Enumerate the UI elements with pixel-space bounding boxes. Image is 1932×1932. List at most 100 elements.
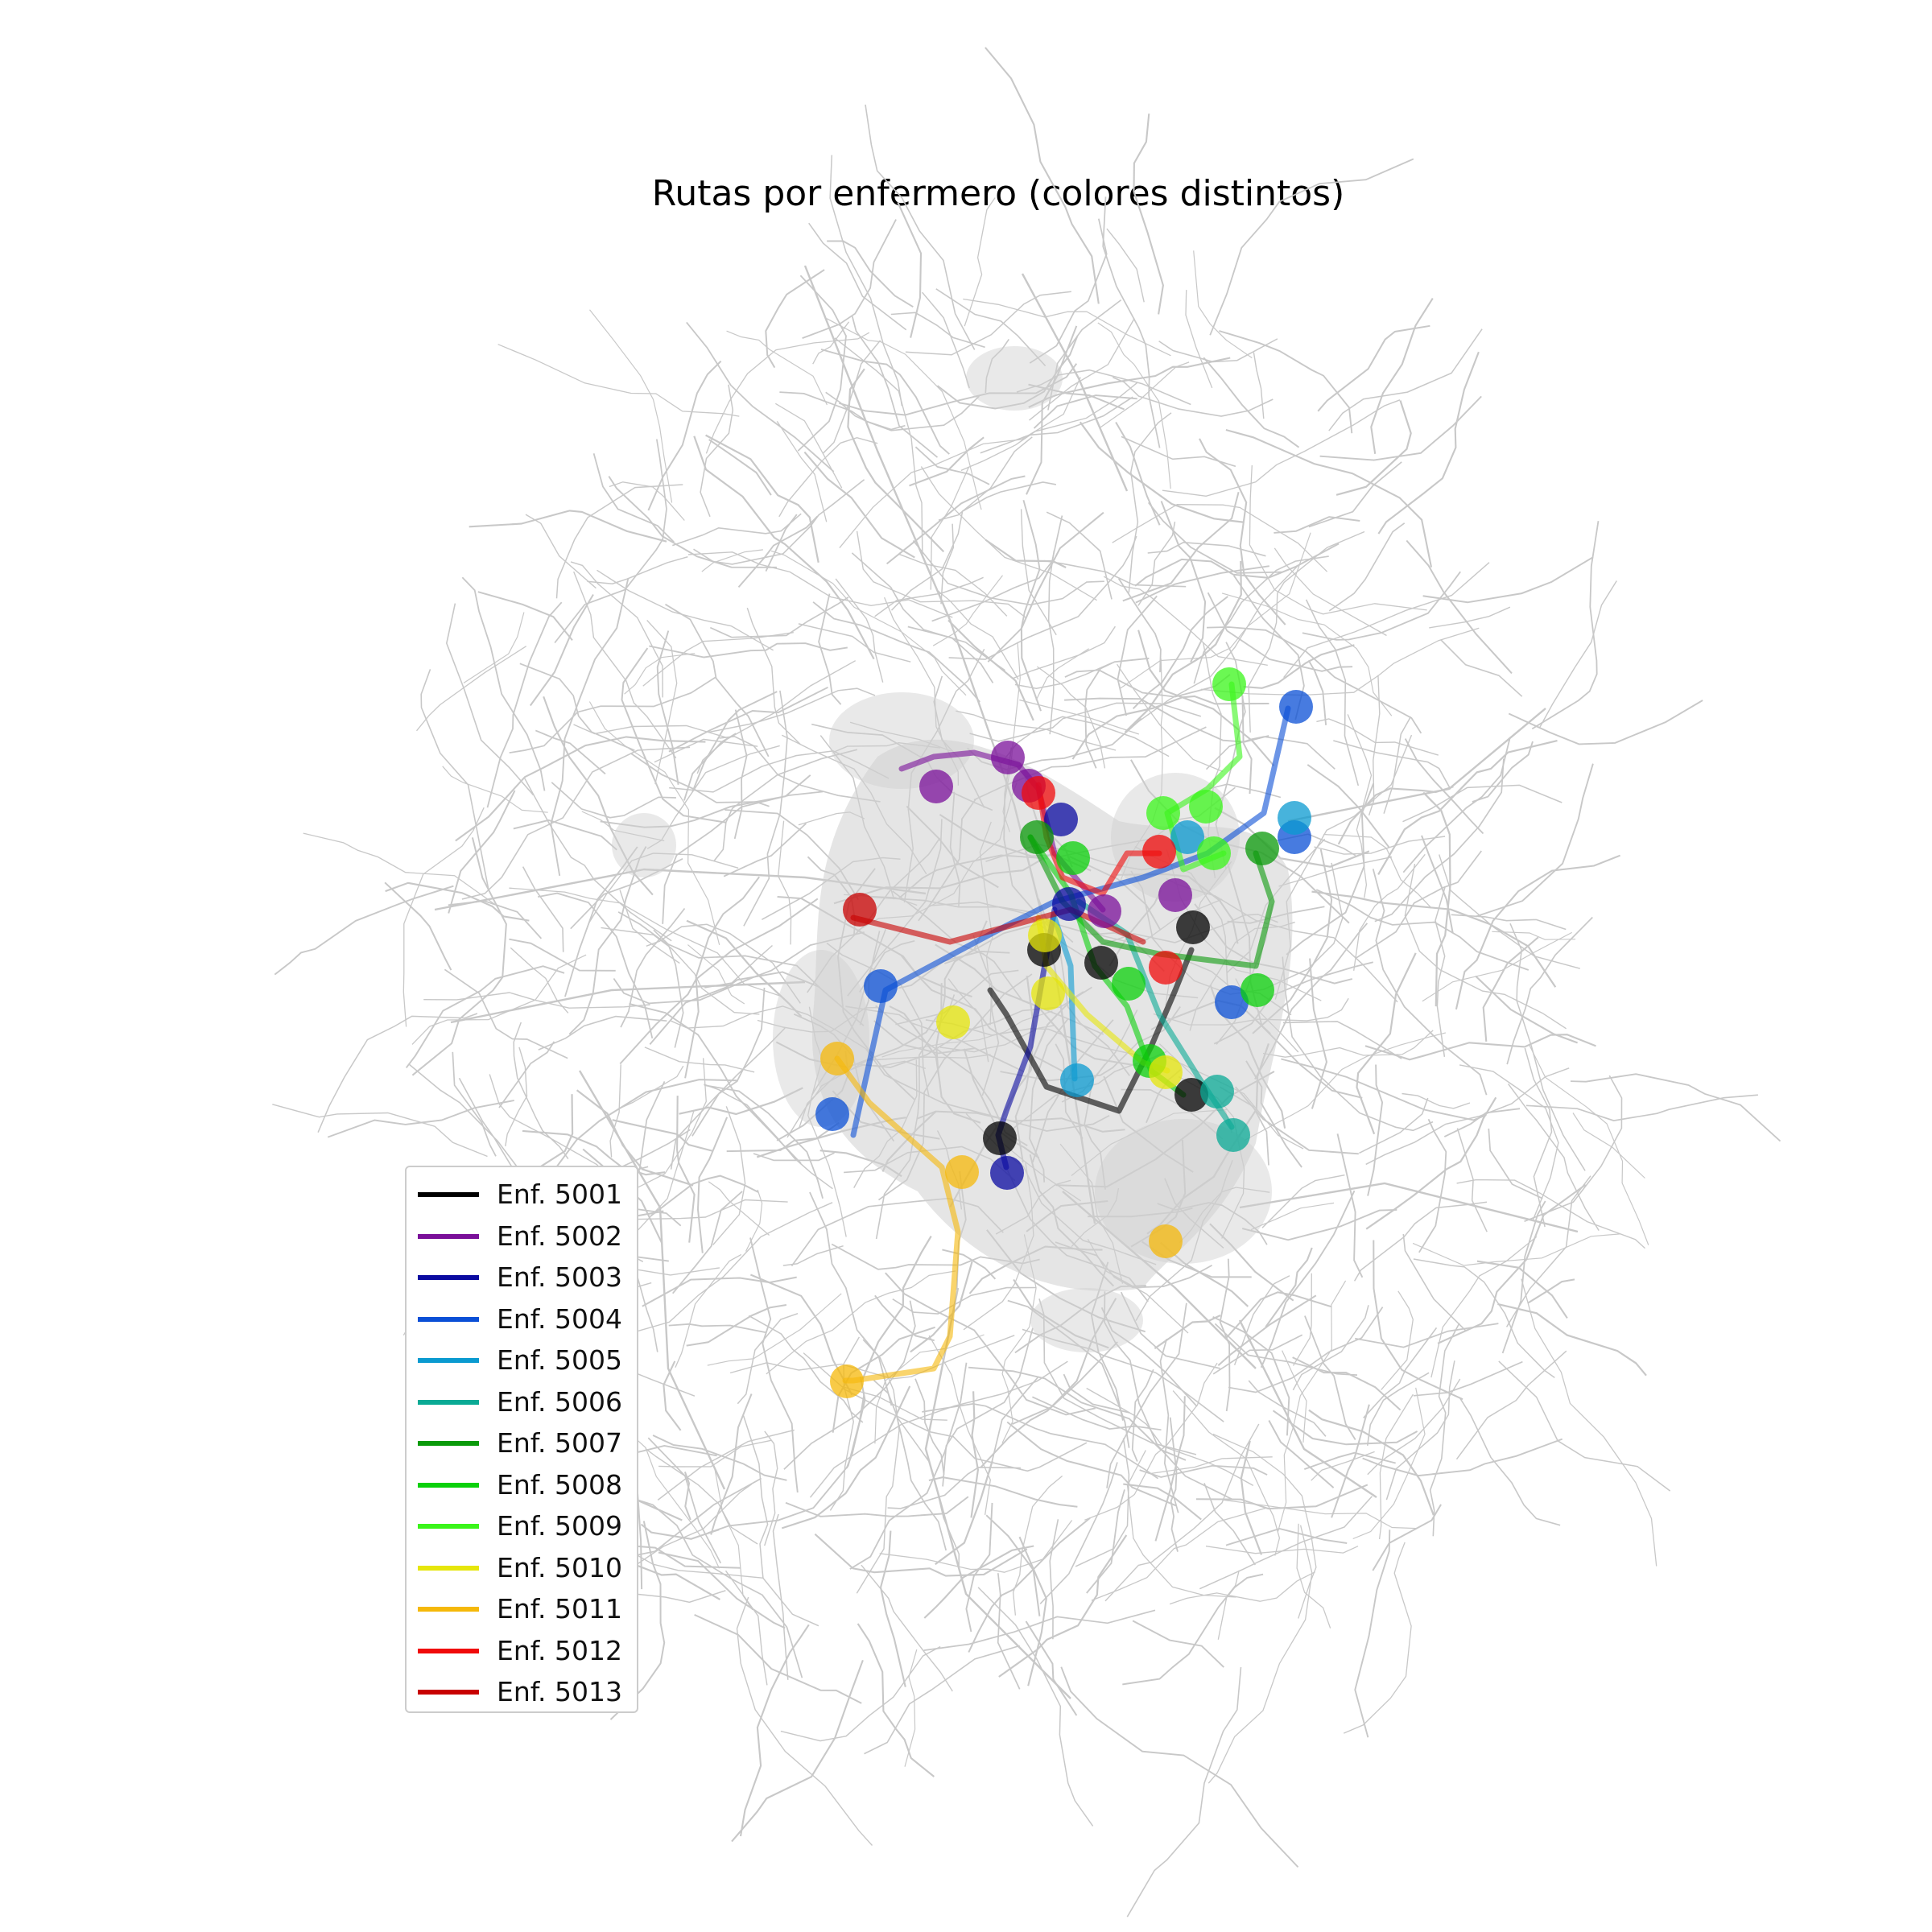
legend-entry: Enf. 5010 — [407, 1549, 637, 1589]
street — [726, 330, 828, 406]
street — [1172, 1390, 1281, 1556]
street — [1225, 1528, 1348, 1546]
street — [736, 1596, 873, 1846]
street — [620, 907, 686, 1028]
street — [1112, 504, 1328, 572]
street — [897, 201, 923, 338]
street — [694, 1613, 862, 1704]
street — [1154, 1315, 1221, 1350]
street — [609, 481, 685, 521]
street — [856, 1339, 900, 1594]
stop-marker — [1146, 796, 1180, 830]
street — [1364, 1034, 1596, 1061]
street — [1035, 648, 1090, 701]
street — [686, 919, 803, 1018]
street — [851, 552, 1005, 671]
street — [1274, 547, 1387, 637]
urban-patch — [1030, 1288, 1143, 1352]
street — [609, 1064, 621, 1158]
street — [938, 436, 1033, 521]
street — [1120, 532, 1311, 689]
street — [1307, 659, 1327, 725]
street — [1508, 700, 1703, 745]
legend-entry: Enf. 5005 — [407, 1341, 637, 1381]
street — [1169, 1571, 1315, 1605]
street — [1430, 1236, 1538, 1378]
street — [621, 1202, 833, 1336]
street — [797, 275, 847, 452]
legend-swatch — [418, 1192, 479, 1197]
street — [898, 553, 1008, 617]
street — [1250, 1202, 1335, 1231]
street — [461, 746, 691, 900]
main-road — [1021, 273, 1129, 492]
legend-swatch — [418, 1399, 479, 1405]
street — [1292, 1305, 1369, 1391]
street — [668, 1323, 766, 1333]
street — [1131, 1368, 1154, 1462]
street — [513, 819, 617, 851]
street — [1383, 716, 1412, 814]
street — [1265, 1247, 1313, 1327]
street — [601, 927, 760, 1015]
street — [914, 446, 990, 485]
street — [1241, 695, 1253, 795]
street — [968, 1517, 1091, 1653]
street — [707, 1293, 842, 1366]
street — [1274, 516, 1360, 534]
street — [1199, 438, 1286, 625]
street — [1311, 890, 1557, 988]
legend-entry: Enf. 5004 — [407, 1300, 637, 1340]
street — [1205, 1546, 1359, 1554]
street — [1162, 399, 1401, 497]
street — [1385, 1360, 1455, 1501]
street — [691, 691, 778, 793]
street — [510, 947, 569, 1013]
street — [1308, 461, 1402, 528]
street — [652, 1435, 787, 1481]
street — [385, 881, 530, 922]
street — [1296, 1523, 1331, 1629]
street — [923, 1609, 1156, 1651]
main-road — [924, 1287, 1071, 1699]
street — [809, 1360, 1068, 1498]
stop-marker — [1020, 820, 1054, 854]
street — [609, 1521, 666, 1720]
street — [1126, 1667, 1242, 1918]
street — [1281, 1058, 1487, 1121]
street — [1084, 1362, 1218, 1521]
street — [411, 954, 587, 1045]
street — [832, 1326, 935, 1433]
street — [980, 396, 1133, 454]
legend-label: Enf. 5013 — [497, 1676, 622, 1707]
street — [905, 291, 1071, 356]
street — [498, 1041, 555, 1108]
legend-label: Enf. 5001 — [497, 1179, 622, 1210]
street — [1475, 763, 1594, 918]
street — [1472, 741, 1534, 803]
street — [1200, 627, 1480, 696]
street — [1367, 1378, 1461, 1476]
street — [912, 539, 1104, 606]
street — [948, 535, 1137, 660]
street — [696, 1117, 729, 1253]
street — [1456, 1179, 1645, 1249]
street — [543, 696, 654, 896]
street — [1228, 1307, 1384, 1393]
street — [753, 1152, 835, 1162]
street — [1158, 338, 1278, 363]
stop-marker — [864, 969, 898, 1003]
street — [1117, 595, 1158, 716]
street — [1001, 1234, 1037, 1443]
street — [1572, 1113, 1645, 1179]
street — [1381, 1290, 1414, 1390]
street — [630, 753, 770, 807]
street — [1253, 352, 1265, 419]
street — [1404, 863, 1567, 1030]
street — [1117, 663, 1224, 773]
stop-marker — [1278, 801, 1311, 835]
street — [1205, 736, 1335, 770]
stop-marker — [1158, 878, 1192, 912]
legend-entry: Enf. 5003 — [407, 1258, 637, 1298]
street — [1429, 606, 1511, 629]
